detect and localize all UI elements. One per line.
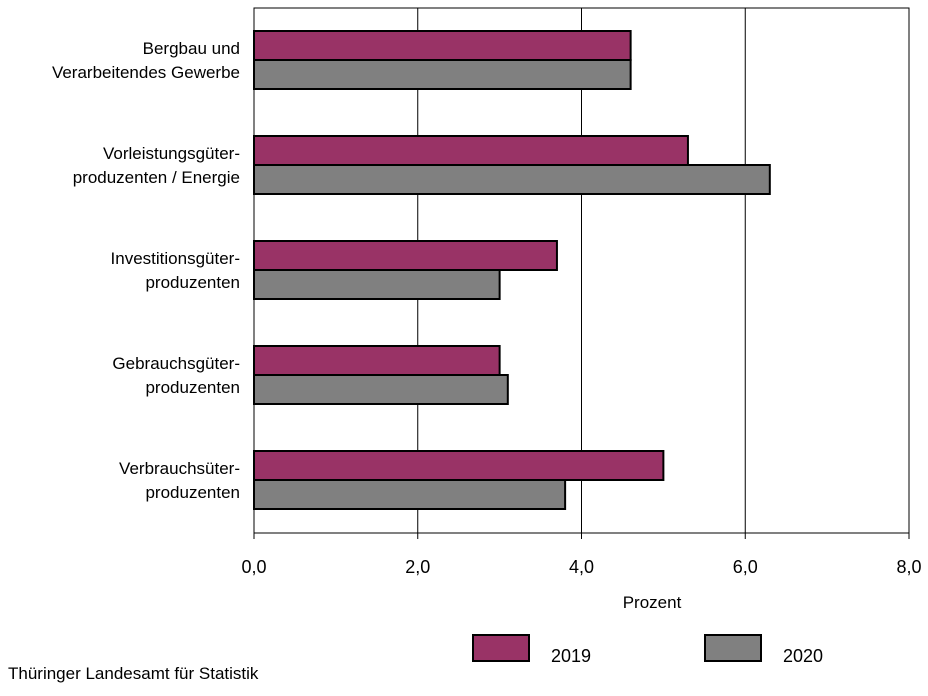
category-label-1-1: produzenten / Energie [73,168,240,187]
bar-2020-2 [253,269,501,300]
x-tick-label-3: 6,0 [733,557,758,577]
x-axis-label: Prozent [623,593,682,612]
category-label-4-1: produzenten [145,483,240,502]
bar-2019-4 [253,450,665,481]
source-note: Thüringer Landesamt für Statistik [8,664,259,683]
x-tick-label-1: 2,0 [405,557,430,577]
legend-swatch-2020 [704,634,762,662]
category-label-4-0: Verbrauchsüter- [119,459,240,478]
legend-label-2019: 2019 [551,646,591,666]
bar-2020-1 [253,164,771,195]
category-label-2-1: produzenten [145,273,240,292]
x-tick-label-0: 0,0 [241,557,266,577]
legend-swatch-2019 [472,634,530,662]
category-label-1-0: Vorleistungsgüter- [103,144,240,163]
bar-2020-4 [253,479,567,510]
bar-2020-0 [253,59,632,90]
bar-2019-3 [253,345,501,376]
bar-2019-2 [253,240,558,271]
bar-2020-3 [253,374,509,405]
category-label-2-0: Investitionsgüter- [111,249,240,268]
x-tick-label-4: 8,0 [896,557,921,577]
legend-label-2020: 2020 [783,646,823,666]
category-label-0-1: Verarbeitendes Gewerbe [52,63,240,82]
bar-2019-0 [253,30,632,61]
bar-2019-1 [253,135,689,166]
x-tick-label-2: 4,0 [569,557,594,577]
category-label-3-0: Gebrauchsgüter- [112,354,240,373]
category-label-0-0: Bergbau und [143,39,240,58]
category-label-3-1: produzenten [145,378,240,397]
